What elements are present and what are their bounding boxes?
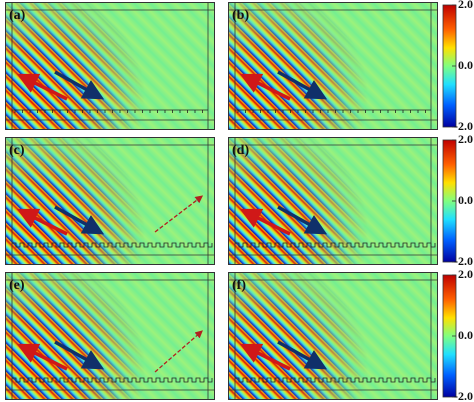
outer-border [5,137,215,265]
panel: (e) [5,272,215,400]
panel-label: (a) [9,8,26,23]
grating [237,110,426,113]
colorbar-tick-label: -2.0 [454,254,473,268]
panel-label: (d) [232,143,249,158]
panel-label: (e) [9,278,25,293]
grating [12,377,213,383]
colorbar-tick-label: -2.0 [454,389,473,402]
colorbar-tick-label: 0.0 [458,58,473,72]
colorbar-tick-label: -2.0 [454,119,473,133]
panel: (f) [228,272,438,400]
incident-arrow [54,205,105,235]
incident-arrow [277,205,328,235]
panel: (c) [5,137,215,265]
outer-border [228,2,438,130]
reflected-arrow [239,343,291,371]
colorbar-tick-label: 2.0 [458,0,473,11]
grating [235,242,436,248]
reflected-arrow [16,208,68,236]
wave-field [228,272,438,400]
grating [12,242,213,248]
wave-field [5,2,215,130]
incident-arrow [277,340,328,370]
colorbar-tick-label: 2.0 [458,132,473,146]
outer-border [5,272,215,400]
grating [235,377,436,383]
panel-label: (f) [232,278,246,293]
incident-arrow [277,70,328,100]
diffracted-arrow [154,330,203,373]
colorbar-tick-label: 0.0 [458,328,473,342]
outer-border [5,2,215,130]
diffracted-arrow [154,195,204,233]
wave-field [5,272,215,400]
panel: (d) [228,137,438,265]
outer-border [228,272,438,400]
wave-field [228,2,438,130]
incident-arrow [54,340,105,370]
incident-arrow [54,70,105,100]
colorbar-tick-label: 0.0 [458,193,473,207]
wave-field [5,137,215,265]
panel-label: (c) [9,143,25,158]
reflected-arrow [239,208,291,236]
reflected-arrow [16,73,68,101]
grating [14,110,203,113]
outer-border [228,137,438,265]
panel-label: (b) [232,8,249,23]
panel: (b) [228,2,438,130]
wave-field [228,137,438,265]
reflected-arrow [16,343,68,371]
reflected-arrow [239,73,291,101]
colorbar-tick-label: 2.0 [458,267,473,281]
panel: (a) [5,2,215,130]
